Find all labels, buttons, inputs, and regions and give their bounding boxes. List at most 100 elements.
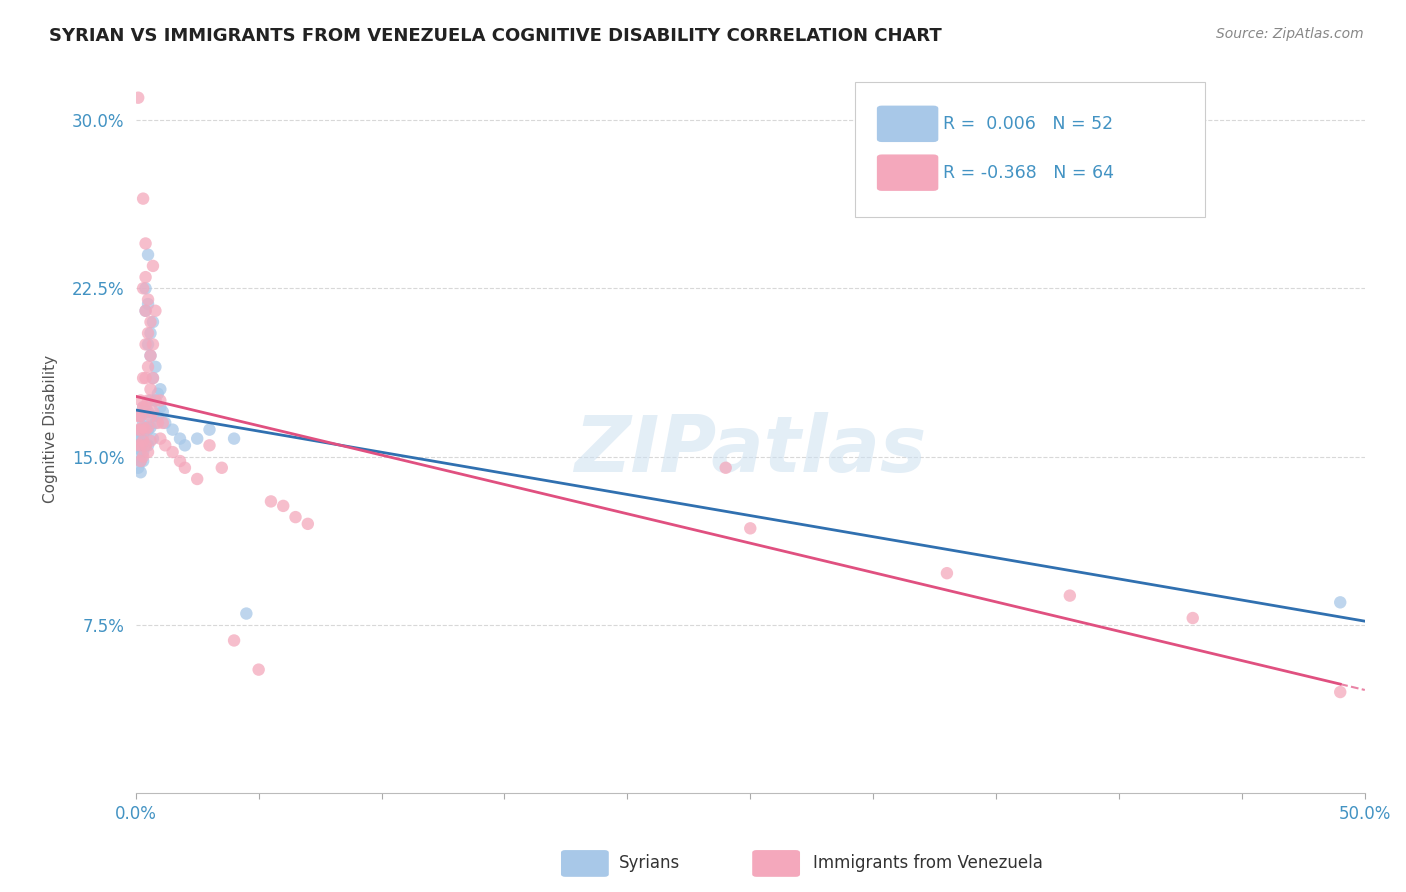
Point [136,293,159,307]
Point [135,420,157,434]
Point [139,434,162,448]
Point [135,303,157,318]
Point [186,432,208,446]
Point [136,420,159,434]
Point [132,371,155,385]
Point [135,337,157,351]
Point [136,438,159,452]
Point [139,382,162,396]
Point [132,416,155,430]
Point [174,460,197,475]
Point [132,454,155,468]
FancyBboxPatch shape [855,82,1205,217]
Point [135,236,157,251]
Point [155,438,177,452]
Point [129,423,152,437]
Point [129,454,152,468]
Point [135,371,157,385]
Point [135,423,157,437]
Text: R = -0.368   N = 64: R = -0.368 N = 64 [943,163,1114,182]
Point [235,607,257,621]
Point [139,326,162,341]
Point [127,423,149,437]
Point [135,405,157,419]
Point [146,416,169,430]
Point [139,349,162,363]
Text: ZIPatlas: ZIPatlas [574,412,927,489]
Point [135,281,157,295]
Point [129,454,152,468]
Point [149,393,172,408]
Point [198,438,221,452]
Point [136,393,159,408]
Point [139,393,162,408]
Point [132,420,155,434]
Point [136,248,159,262]
Point [127,460,149,475]
Point [132,445,155,459]
Text: Source: ZipAtlas.com: Source: ZipAtlas.com [1216,27,1364,41]
Point [132,450,155,464]
Point [297,516,319,531]
Text: Immigrants from Venezuela: Immigrants from Venezuela [813,855,1042,872]
Point [129,432,152,446]
Text: R =  0.006   N = 52: R = 0.006 N = 52 [943,115,1114,133]
Point [135,438,157,452]
Point [1329,685,1351,699]
Point [146,409,169,424]
Point [129,393,152,408]
Point [132,434,155,448]
FancyBboxPatch shape [877,154,938,191]
Point [149,382,172,396]
Point [139,409,162,424]
Text: Syrians: Syrians [619,855,681,872]
Point [136,405,159,419]
Point [132,192,155,206]
Point [132,427,155,442]
Point [198,423,221,437]
Point [127,438,149,452]
Point [129,465,152,479]
Point [132,281,155,295]
Point [142,259,165,273]
Point [139,315,162,329]
Point [186,472,208,486]
Point [149,432,172,446]
Point [127,438,149,452]
Point [136,337,159,351]
Point [271,499,294,513]
Point [740,521,762,535]
Point [222,633,245,648]
Point [145,359,167,374]
Point [152,405,174,419]
Text: SYRIAN VS IMMIGRANTS FROM VENEZUELA COGNITIVE DISABILITY CORRELATION CHART: SYRIAN VS IMMIGRANTS FROM VENEZUELA COGN… [49,27,942,45]
Point [1329,595,1351,609]
Point [211,460,233,475]
Point [142,405,165,419]
Point [127,409,149,424]
Point [139,420,162,434]
Point [135,401,157,415]
Point [142,409,165,424]
Point [132,401,155,415]
Point [129,409,152,424]
Point [284,510,307,524]
Point [146,386,169,401]
Point [145,393,167,408]
FancyBboxPatch shape [877,105,938,142]
Point [142,371,165,385]
Point [1181,611,1204,625]
Point [145,303,167,318]
Y-axis label: Cognitive Disability: Cognitive Disability [44,354,58,502]
Point [714,460,737,475]
Point [127,450,149,464]
Point [142,371,165,385]
Point [142,315,165,329]
Point [127,427,149,442]
Point [136,326,159,341]
Point [222,432,245,446]
Point [162,445,184,459]
Point [129,423,152,437]
Point [132,434,155,448]
Point [142,337,165,351]
